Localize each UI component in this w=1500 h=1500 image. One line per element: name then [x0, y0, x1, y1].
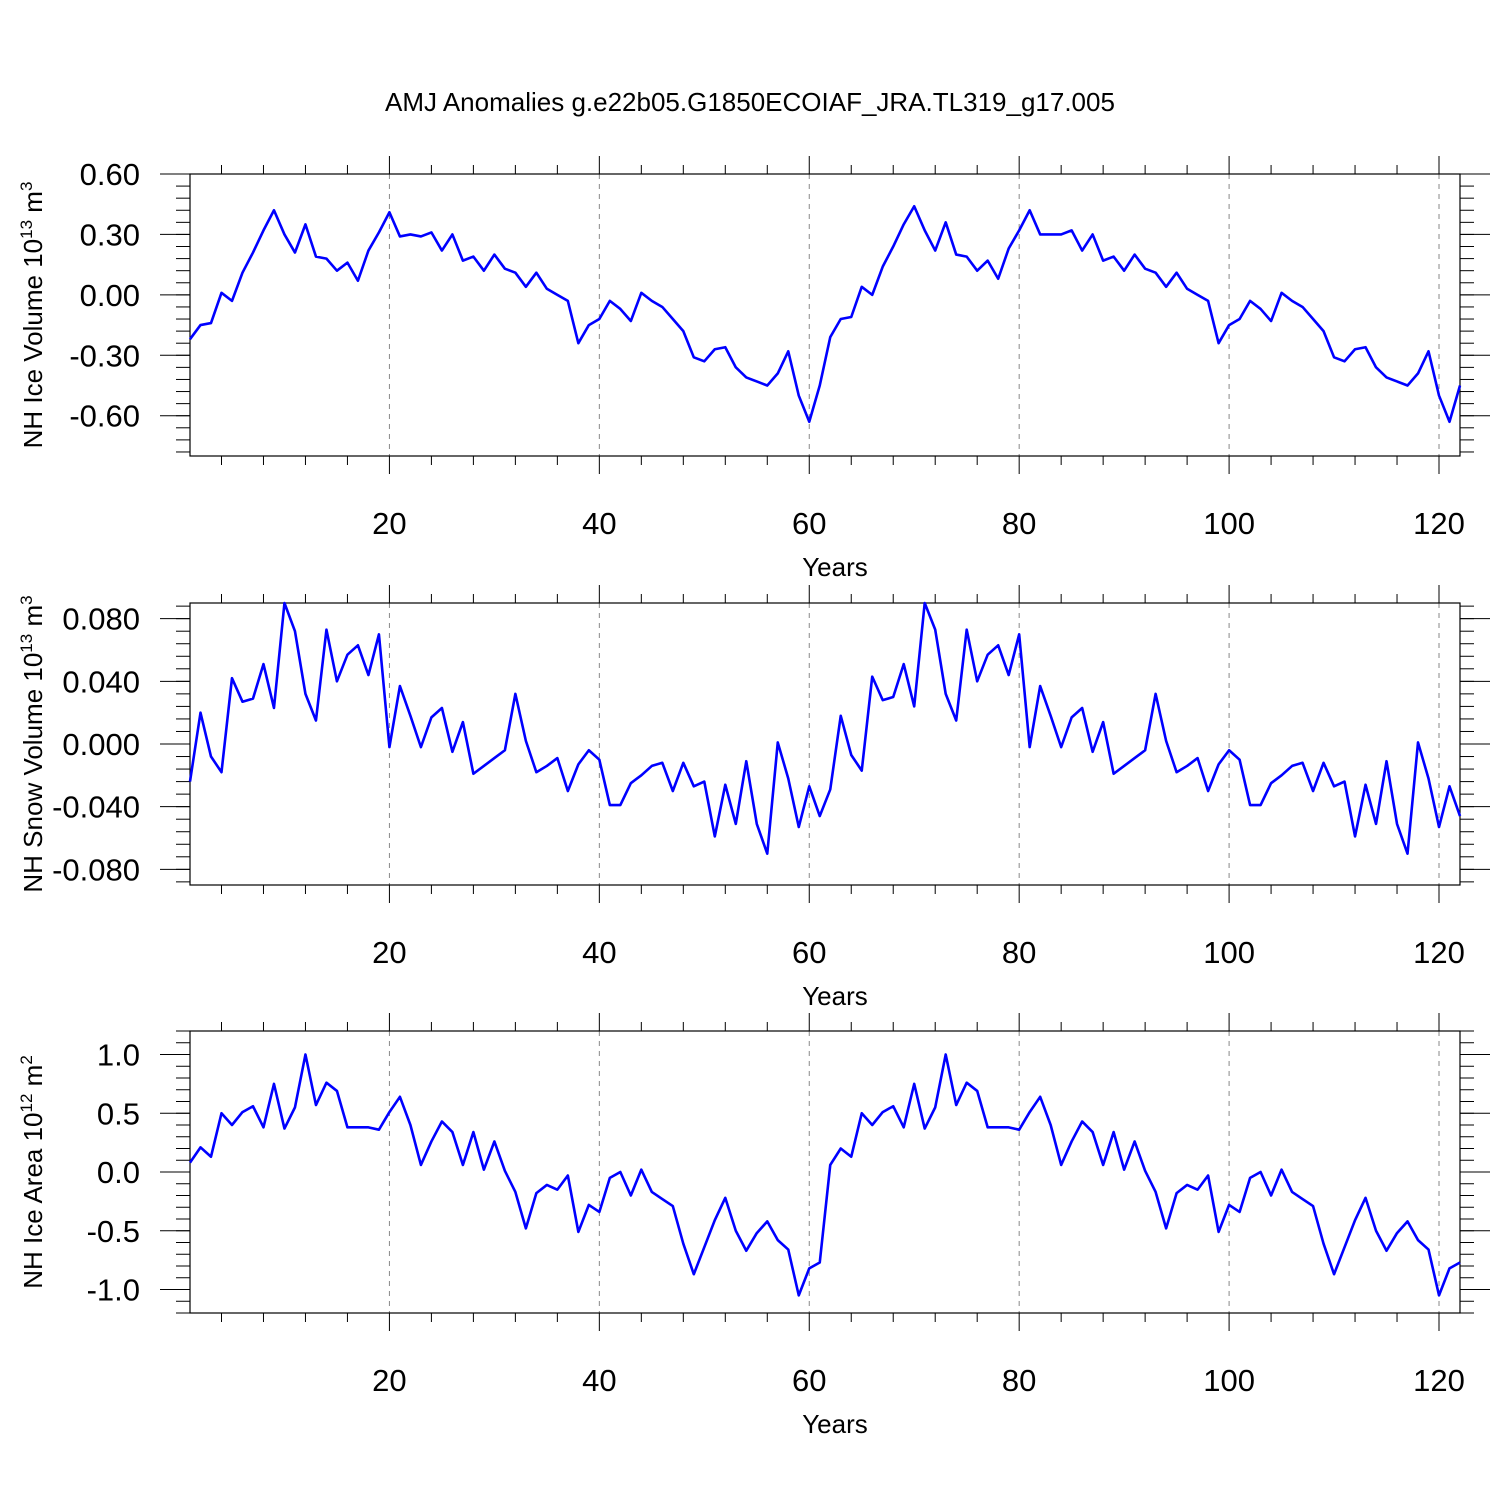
plot-frame: [189, 1030, 1461, 1314]
x-tick-label: 100: [1203, 1363, 1255, 1398]
x-tick-label: 120: [1413, 935, 1465, 970]
plot-frame: [189, 602, 1461, 886]
x-tick-label: 80: [1002, 506, 1036, 541]
y-tick-label: 0.60: [80, 157, 140, 192]
y-tick-label: -0.60: [69, 399, 140, 434]
y-tick-label: -0.080: [52, 852, 140, 887]
x-tick-label: 40: [582, 1363, 616, 1398]
plot-frame: [189, 173, 1461, 457]
x-tick-label: 80: [1002, 935, 1036, 970]
series-line: [188, 601, 1462, 855]
x-tick-label: 60: [792, 506, 826, 541]
x-tick-label: 40: [582, 935, 616, 970]
ice-volume-panel: 20 40 60 80 100 120 0.60 0.30 0.00 -0.30 -0.60 Year…: [17, 156, 1490, 582]
y-tick-label: -1.0: [87, 1273, 140, 1308]
x-tick-label: 60: [792, 1363, 826, 1398]
series-line: [188, 204, 1462, 424]
x-axis-label: Years: [802, 552, 868, 582]
y-tick-label: 0.00: [80, 278, 140, 313]
y-axis-label: NH Ice Volume 1013 m3: [17, 182, 48, 449]
snow-volume-panel: 20 40 60 80 100 120 0.080 0.040 0.000 -0.040 -0.08…: [17, 585, 1490, 1011]
y-tick-label: 0.0: [97, 1155, 140, 1190]
x-tick-label: 20: [372, 506, 406, 541]
x-tick-label: 120: [1413, 1363, 1465, 1398]
y-tick-label: 0.30: [80, 217, 140, 252]
y-tick-label: 0.040: [62, 664, 140, 699]
x-tick-label: 100: [1203, 506, 1255, 541]
x-axis-label: Years: [802, 981, 868, 1011]
x-tick-label: 60: [792, 935, 826, 970]
y-tick-label: 0.000: [62, 727, 140, 762]
figure-title: AMJ Anomalies g.e22b05.G1850ECOIAF_JRA.T…: [385, 87, 1115, 117]
x-tick-label: 20: [372, 935, 406, 970]
y-tick-label: -0.040: [52, 790, 140, 825]
x-tick-label: 80: [1002, 1363, 1036, 1398]
y-axis-label: NH Snow Volume 1013 m3: [17, 595, 48, 892]
y-tick-label: 1.0: [97, 1038, 140, 1073]
ice-area-panel: 20 40 60 80 100 120 1.0 0.5 0.0 -0.5 -1.0 Years NH I…: [17, 1013, 1490, 1439]
y-tick-label: 0.5: [97, 1096, 140, 1131]
y-axis-label: NH Ice Area 1012 m2: [17, 1055, 48, 1289]
y-tick-label: -0.30: [69, 338, 140, 373]
series-line: [188, 1053, 1461, 1297]
x-tick-label: 120: [1413, 506, 1465, 541]
x-tick-label: 40: [582, 506, 616, 541]
x-tick-label: 100: [1203, 935, 1255, 970]
x-tick-label: 20: [372, 1363, 406, 1398]
y-tick-label: -0.5: [87, 1214, 140, 1249]
y-tick-label: 0.080: [62, 602, 140, 637]
x-axis-label: Years: [802, 1409, 868, 1439]
